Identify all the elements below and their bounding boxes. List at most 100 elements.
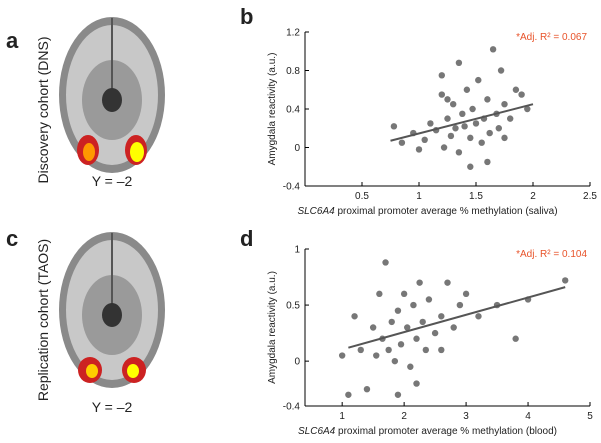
point	[338, 352, 346, 359]
x-tick-label: 5	[587, 411, 593, 422]
slice-label: Y = –2	[92, 173, 133, 189]
point	[404, 324, 411, 331]
point	[455, 149, 463, 156]
point	[450, 324, 457, 331]
y-tick-label: 0	[294, 357, 300, 368]
x-tick-label: 3	[463, 411, 469, 422]
point	[501, 134, 508, 142]
x-tick-label: 2.5	[583, 191, 597, 202]
x-tick-label: 4	[525, 411, 531, 422]
panel-label: c	[6, 226, 18, 251]
panel-label: a	[6, 28, 19, 53]
x-tick-label: 1	[416, 191, 422, 202]
point	[475, 313, 482, 320]
x-tick-label: 2	[530, 191, 536, 202]
point	[463, 86, 471, 93]
point	[345, 391, 352, 398]
point	[472, 120, 480, 127]
point	[455, 59, 463, 66]
fit-line	[390, 103, 534, 142]
point	[390, 123, 398, 130]
point	[478, 139, 485, 146]
point	[438, 72, 445, 79]
point	[507, 115, 514, 122]
x-tick-label: 1.5	[469, 191, 483, 202]
point	[421, 136, 428, 143]
x-axis-label: SLC6A4 proximal promoter average % methy…	[297, 206, 557, 217]
point	[407, 363, 414, 370]
y-tick-label: 0.5	[286, 301, 300, 312]
point	[518, 91, 525, 98]
x-axis-label-text: proximal promoter average % methylation …	[337, 206, 557, 217]
point	[410, 301, 417, 309]
cohort-label: Replication cohort (TAOS)	[35, 239, 51, 401]
point	[489, 46, 497, 53]
y-tick-label: 1	[294, 245, 300, 256]
point	[413, 335, 420, 342]
y-axis-label: Amygdala reactivity (a.u.)	[267, 271, 278, 384]
panel-label: b	[240, 4, 253, 29]
point	[444, 115, 451, 122]
point	[469, 105, 476, 113]
point	[376, 290, 383, 298]
point	[462, 290, 470, 298]
point	[447, 132, 455, 140]
cohort-label: Discovery cohort (DNS)	[35, 36, 51, 183]
point	[400, 290, 408, 298]
point	[486, 129, 493, 137]
point	[501, 100, 508, 108]
brain-image	[59, 232, 165, 388]
x-axis-label: SLC6A4 proximal promoter average % methy…	[298, 426, 557, 437]
point	[512, 86, 520, 93]
point	[425, 296, 433, 303]
x-axis-label-gene: SLC6A4	[298, 426, 336, 437]
y-tick-label: -0.4	[283, 182, 301, 193]
point	[484, 96, 491, 103]
point	[363, 385, 371, 393]
point	[382, 259, 389, 266]
annotation: *Adj. R² = 0.067	[516, 32, 587, 43]
point	[484, 158, 491, 166]
point	[357, 346, 364, 354]
panel-label: d	[240, 226, 253, 251]
point	[391, 357, 399, 365]
annotation: *Adj. R² = 0.104	[516, 249, 587, 260]
point	[438, 346, 445, 354]
x-tick-label: 2	[401, 411, 407, 422]
point	[475, 76, 482, 84]
x-axis-label-gene: SLC6A4	[297, 206, 335, 217]
point	[467, 163, 474, 170]
point	[495, 125, 502, 132]
point	[497, 67, 505, 74]
point	[413, 380, 420, 387]
point	[452, 125, 459, 132]
point	[416, 279, 423, 286]
point	[351, 313, 358, 320]
point	[459, 110, 466, 118]
point	[369, 324, 377, 331]
point	[440, 144, 448, 151]
y-tick-label: 0.4	[286, 105, 300, 116]
point	[394, 307, 402, 314]
x-axis-label-text: proximal promoter average % methylation …	[338, 426, 557, 437]
y-axis-label: Amygdala reactivity (a.u.)	[267, 53, 278, 166]
point	[438, 91, 445, 98]
point	[461, 123, 468, 130]
point	[450, 100, 457, 108]
slice-label: Y = –2	[92, 399, 133, 415]
point	[388, 318, 395, 326]
x-tick-label: 1	[339, 411, 345, 422]
point	[415, 146, 423, 153]
brain-image	[59, 17, 165, 173]
point	[431, 329, 439, 337]
fit-line	[348, 286, 566, 349]
y-tick-label: 0.8	[286, 66, 300, 77]
point	[373, 352, 380, 359]
x-tick-label: 0.5	[355, 191, 369, 202]
y-tick-label: 1.2	[286, 28, 300, 39]
point	[422, 346, 430, 354]
point	[444, 96, 451, 103]
point	[562, 277, 569, 284]
point	[467, 134, 474, 142]
